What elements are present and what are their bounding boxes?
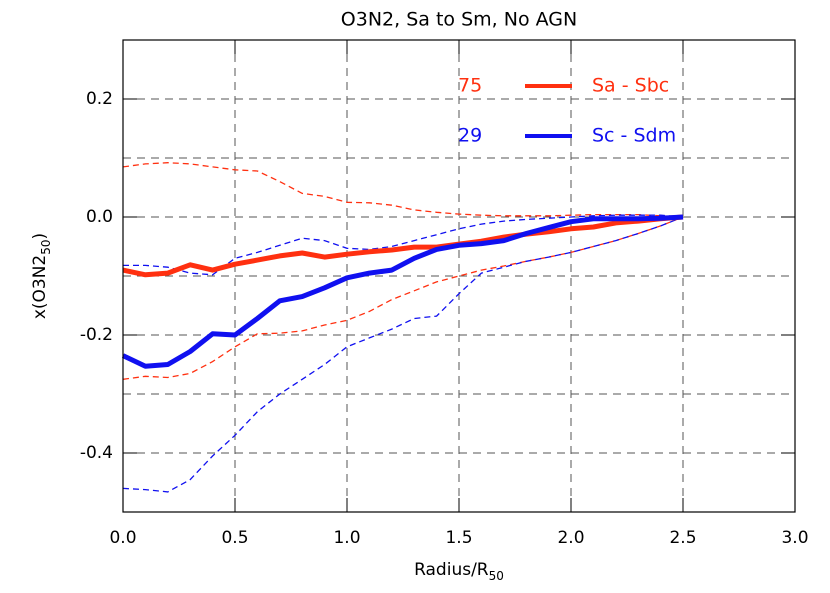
upper-bound	[122, 162, 684, 218]
median-line	[122, 214, 684, 278]
upper-bound	[123, 214, 684, 276]
x-tick-label: 1.5	[445, 528, 472, 548]
legend-label: Sa - Sbc	[592, 75, 669, 97]
y-axis-label: x(O3N250)	[30, 233, 53, 319]
x-tick-label: 2.0	[557, 528, 584, 548]
legend-count: 75	[458, 75, 482, 97]
x-tick-label: 2.5	[669, 528, 696, 548]
median-line	[121, 214, 684, 369]
x-tick-label: 3.0	[781, 528, 808, 548]
legend-count: 29	[458, 125, 482, 147]
lower-bound	[122, 216, 684, 493]
chart-title: O3N2, Sa to Sm, No AGN	[341, 9, 577, 31]
x-label-sub: 50	[489, 569, 504, 583]
legend-label: Sc - Sdm	[592, 125, 676, 147]
x-tick-label: 0.0	[109, 528, 136, 548]
x-axis-label: Radius/R50	[414, 560, 504, 583]
y-label-main: x(O3N2	[30, 255, 50, 319]
y-tick-label: -0.4	[80, 443, 113, 463]
y-label-sub: 50	[39, 239, 53, 254]
x-tick-label: 1.0	[333, 528, 360, 548]
plot-frame	[122, 39, 796, 513]
x-tick-label: 0.5	[221, 528, 248, 548]
y-label-end: )	[30, 233, 50, 240]
y-tick-label: 0.2	[86, 89, 113, 109]
x-label-main: Radius/R	[414, 560, 489, 580]
y-tick-label: 0.0	[86, 207, 113, 227]
lower-bound	[122, 216, 684, 380]
y-tick-label: -0.2	[80, 325, 113, 345]
